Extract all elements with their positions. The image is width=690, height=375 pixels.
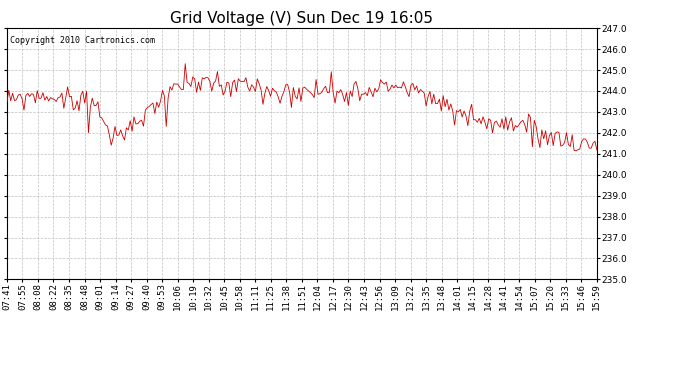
Title: Grid Voltage (V) Sun Dec 19 16:05: Grid Voltage (V) Sun Dec 19 16:05 xyxy=(170,10,433,26)
Text: Copyright 2010 Cartronics.com: Copyright 2010 Cartronics.com xyxy=(10,36,155,45)
